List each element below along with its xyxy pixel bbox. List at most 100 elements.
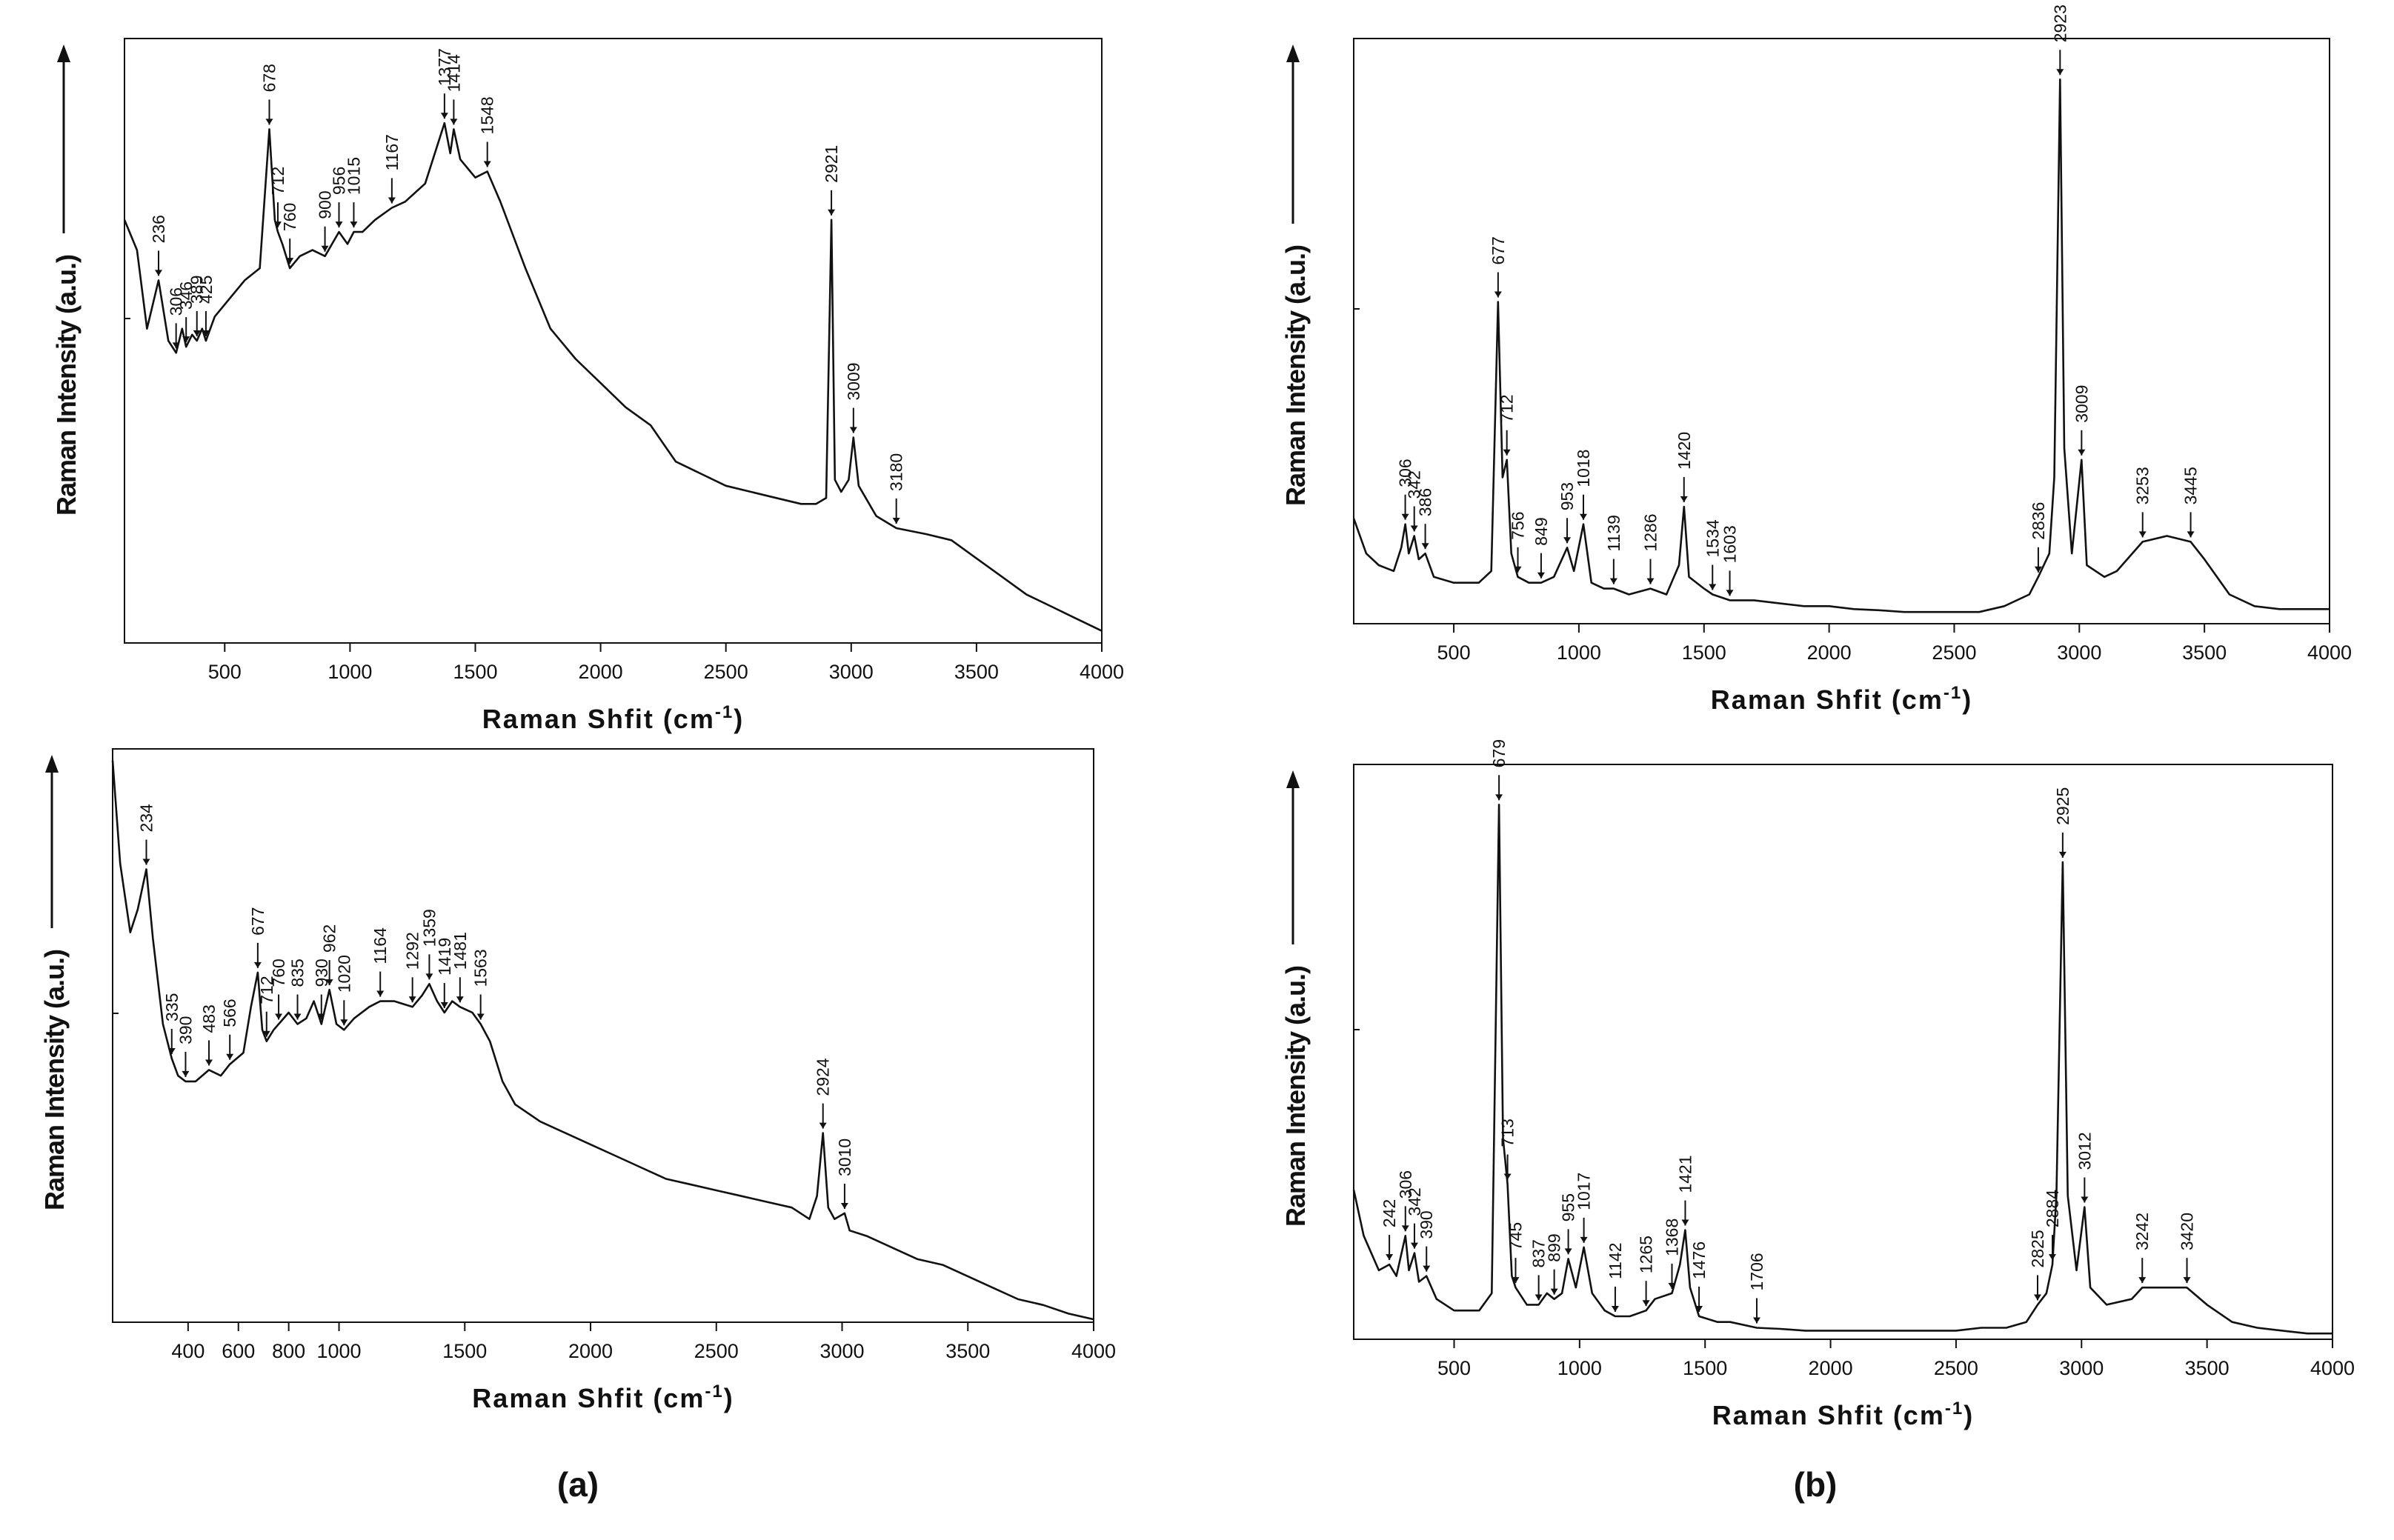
peak-arrowhead bbox=[1410, 525, 1418, 532]
peak-label: 760 bbox=[269, 959, 288, 987]
peak-label: 962 bbox=[320, 924, 339, 953]
peak-marker: 713 bbox=[1498, 1119, 1517, 1180]
peak-marker: 900 bbox=[316, 190, 335, 252]
peak-arrowhead bbox=[182, 336, 190, 343]
peak-marker: 956 bbox=[330, 167, 349, 228]
peak-label: 389 bbox=[187, 276, 207, 304]
peak-label: 335 bbox=[162, 993, 182, 1021]
peak-label: 1414 bbox=[444, 54, 463, 92]
peak-label: 1286 bbox=[1641, 513, 1660, 551]
chart-panel-0: 500 1000 1500 2000 2500 3000 3500 4000 Raman Shf… bbox=[51, 38, 1124, 734]
peak-arrowhead bbox=[2056, 69, 2064, 76]
x-tick-label: 500 bbox=[1437, 641, 1471, 664]
chart-panel-2: 400 600 800 1000 1500 2000 2500 3000 3500 4000 Ram… bbox=[39, 748, 1116, 1413]
peak-arrowhead bbox=[1386, 1254, 1394, 1261]
peak-marker: 2825 bbox=[2028, 1230, 2047, 1301]
peak-label: 1164 bbox=[370, 927, 390, 964]
peak-arrowhead bbox=[1642, 1300, 1650, 1307]
peak-arrowhead bbox=[182, 1070, 190, 1077]
x-tick-label: 1000 bbox=[316, 1340, 361, 1362]
x-tick-label: 3000 bbox=[2059, 1357, 2104, 1379]
peak-label: 1020 bbox=[334, 955, 353, 993]
peak-label: 483 bbox=[199, 1004, 219, 1033]
peak-label: 3180 bbox=[887, 453, 906, 491]
peak-arrowhead bbox=[2048, 1254, 2056, 1261]
peak-arrowhead bbox=[1535, 1294, 1543, 1301]
peak-label: 2836 bbox=[2029, 502, 2048, 540]
peak-arrowhead bbox=[273, 221, 282, 228]
peak-marker: 242 bbox=[1380, 1199, 1399, 1261]
peak-marker: 849 bbox=[1532, 517, 1551, 579]
peak-marker: 760 bbox=[269, 959, 288, 1020]
x-tick-label: 2500 bbox=[704, 661, 748, 683]
peak-label: 1421 bbox=[1675, 1155, 1695, 1193]
peak-label: 1563 bbox=[471, 949, 491, 987]
plot-frame bbox=[1353, 38, 2330, 624]
x-tick-label: 4000 bbox=[1071, 1340, 1116, 1362]
x-axis-label-end: ) bbox=[734, 704, 744, 734]
peak-marker: 837 bbox=[1529, 1239, 1549, 1301]
peak-arrowhead bbox=[154, 270, 162, 276]
peak-marker: 2921 bbox=[822, 145, 841, 216]
plot-frame bbox=[124, 38, 1103, 644]
peak-label: 242 bbox=[1380, 1199, 1399, 1227]
peak-label: 679 bbox=[1489, 739, 1509, 767]
peak-arrowhead bbox=[828, 209, 836, 216]
peak-label: 677 bbox=[1489, 236, 1508, 264]
peak-marker: 1292 bbox=[403, 932, 422, 1003]
peak-arrowhead bbox=[376, 990, 385, 997]
y-axis-arrowhead bbox=[1286, 770, 1300, 788]
peak-label: 386 bbox=[1416, 488, 1435, 516]
x-axis-label-sup: -1 bbox=[1945, 1399, 1964, 1419]
peak-label: 390 bbox=[1417, 1210, 1436, 1239]
peak-label: 1481 bbox=[450, 932, 470, 970]
peak-label: 1419 bbox=[435, 938, 454, 976]
x-axis-label-sup: -1 bbox=[715, 702, 734, 722]
peak-marker: 390 bbox=[176, 1016, 195, 1077]
x-tick-label: 3500 bbox=[2182, 641, 2227, 664]
peak-marker: 1359 bbox=[419, 909, 439, 980]
peak-label: 306 bbox=[1396, 1170, 1415, 1199]
x-tick-label: 2000 bbox=[579, 661, 623, 683]
peak-marker: 1481 bbox=[450, 932, 470, 1003]
peak-arrowhead bbox=[819, 1122, 827, 1129]
peak-label: 566 bbox=[220, 999, 239, 1027]
x-tick-label: 400 bbox=[171, 1340, 205, 1362]
peak-label: 3012 bbox=[2075, 1132, 2094, 1170]
y-axis-arrowhead bbox=[1286, 44, 1300, 62]
peak-label: 712 bbox=[1497, 394, 1517, 422]
peak-label: 1017 bbox=[1575, 1173, 1594, 1210]
peak-marker: 760 bbox=[280, 203, 299, 264]
x-axis-label-main: Raman Shfit (cm bbox=[472, 1383, 705, 1413]
peak-marker: 1603 bbox=[1720, 525, 1740, 596]
peak-label: 3242 bbox=[2132, 1213, 2152, 1250]
x-tick-label: 800 bbox=[272, 1340, 305, 1362]
peak-label: 342 bbox=[1405, 470, 1424, 499]
peak-arrowhead bbox=[2034, 566, 2042, 573]
x-tick-label: 3000 bbox=[819, 1340, 864, 1362]
spectrum-line bbox=[111, 760, 1094, 1321]
peak-arrowhead bbox=[1752, 1317, 1760, 1324]
peak-arrowhead bbox=[2183, 1277, 2191, 1284]
peak-arrowhead bbox=[202, 330, 210, 336]
peak-arrowhead bbox=[1503, 449, 1511, 456]
peak-marker: 1706 bbox=[1747, 1253, 1766, 1324]
peak-arrowhead bbox=[1550, 1288, 1558, 1295]
peak-arrowhead bbox=[321, 245, 329, 252]
peak-label: 236 bbox=[149, 215, 168, 243]
peak-label: 425 bbox=[196, 276, 216, 304]
peak-marker: 712 bbox=[268, 167, 287, 228]
peak-label: 756 bbox=[1509, 511, 1528, 539]
peak-arrowhead bbox=[1695, 1305, 1703, 1312]
peak-label: 2923 bbox=[2050, 4, 2069, 42]
peak-arrowhead bbox=[262, 1030, 270, 1037]
peak-marker: 678 bbox=[259, 64, 279, 125]
peak-label: 234 bbox=[136, 804, 156, 833]
peak-label: 835 bbox=[288, 959, 307, 987]
peak-arrowhead bbox=[1494, 291, 1502, 298]
y-axis-label: Raman Intensity (a.u.) bbox=[1280, 245, 1311, 506]
peak-arrowhead bbox=[335, 221, 343, 228]
spectrum-line bbox=[1352, 79, 2330, 613]
peak-marker: 1142 bbox=[1606, 1242, 1625, 1312]
